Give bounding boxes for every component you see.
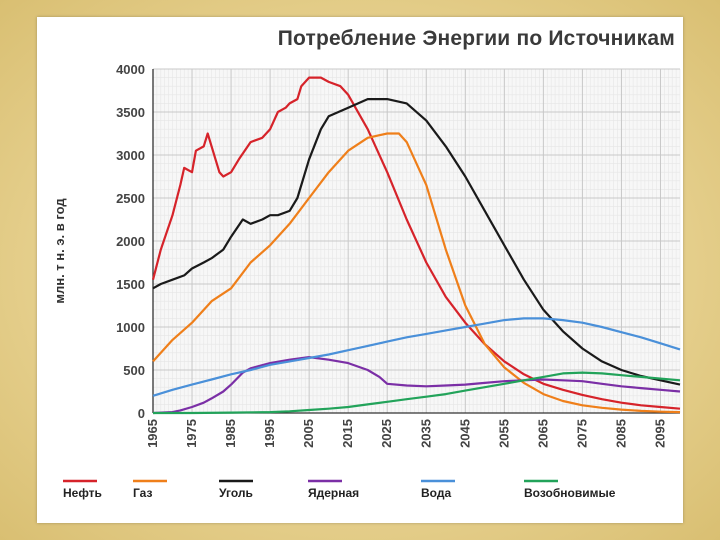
chart-frame: Потребление Энергии по Источникам 0 500 10…	[37, 17, 683, 523]
y-tick-label: 2500	[116, 191, 145, 206]
y-tick-label: 3000	[116, 148, 145, 163]
chart-title: Потребление Энергии по Источникам	[277, 27, 675, 50]
x-tick-label: 2075	[574, 419, 589, 448]
series-line-2	[152, 132, 681, 414]
x-tick-label: 2095	[652, 419, 667, 448]
series-line-6	[153, 371, 681, 415]
y-tick-label: 0	[138, 406, 145, 421]
series-line-1	[151, 76, 681, 410]
y-tick-label: 4000	[116, 62, 145, 77]
legend-label-2: Газ	[133, 486, 152, 500]
x-tick-label: 2085	[613, 419, 628, 448]
legend-label-4: Ядерная	[308, 486, 359, 500]
y-axis-title: млн. т н. э. в год	[52, 198, 67, 304]
y-tick-label: 2000	[116, 234, 145, 249]
legend-label-6: Возобновимые	[524, 486, 616, 500]
x-tick-label: 1965	[145, 419, 160, 448]
x-tick-label: 2055	[496, 419, 511, 448]
y-tick-label: 1000	[116, 320, 145, 335]
legend-label-1: Нефть	[63, 486, 102, 500]
y-tick-label: 3500	[116, 105, 145, 120]
x-tick-label: 1975	[184, 419, 199, 448]
series-line-4	[152, 356, 681, 415]
legend-label-3: Уголь	[219, 486, 253, 500]
x-tick-label: 2015	[340, 419, 355, 448]
series-line-5	[152, 317, 681, 397]
x-tick-label: 2045	[457, 419, 472, 448]
line-chart: 0 500 1000 1500 2000 2500 3000 3500 4000 1965 1975…	[52, 62, 681, 500]
x-tick-label: 2005	[301, 419, 316, 448]
series-line-3	[152, 97, 681, 386]
x-tick-label: 2025	[379, 419, 394, 448]
x-tick-label: 1985	[223, 419, 238, 448]
x-tick-label: 1995	[262, 419, 277, 448]
y-tick-label: 500	[123, 363, 145, 378]
x-tick-label: 2035	[418, 419, 433, 448]
legend-label-5: Вода	[421, 486, 451, 500]
y-tick-label: 1500	[116, 277, 145, 292]
x-tick-label: 2065	[535, 419, 550, 448]
